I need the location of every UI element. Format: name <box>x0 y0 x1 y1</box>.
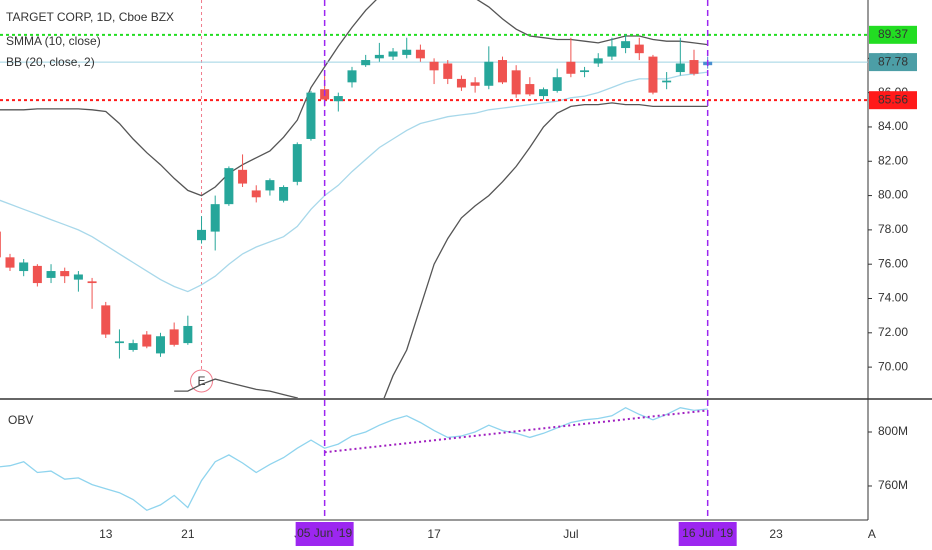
candle-body <box>429 61 439 71</box>
marker-label-box <box>678 522 737 546</box>
candle-body <box>552 77 562 91</box>
candle-body <box>183 325 193 344</box>
candle-body <box>566 61 576 74</box>
y-tick-label: 760M <box>878 478 908 492</box>
y-tick-label: 82.00 <box>878 153 908 167</box>
x-tick-label: 23 <box>769 527 783 541</box>
x-tick-label: A <box>868 527 876 541</box>
price-label: 87.78 <box>878 54 908 68</box>
candle-body <box>361 60 371 66</box>
y-tick-label: 800M <box>878 424 908 438</box>
indicator-label: BB (20, close, 2) <box>6 55 95 69</box>
axes: 70.00 72.00 74.00 76.00 78.00 80.00 82.00 84.00… <box>99 0 917 546</box>
y-tick-label: 84.00 <box>878 119 908 133</box>
candle-body <box>456 78 466 88</box>
candle-body <box>525 84 535 95</box>
pane-title: OBV <box>8 413 33 427</box>
candle-body <box>292 144 302 182</box>
candle-body <box>101 305 111 335</box>
candle-body <box>210 204 220 232</box>
candle-body <box>511 70 521 95</box>
candle-body <box>648 56 658 93</box>
price-pane: E <box>0 0 868 398</box>
candle-body <box>169 329 179 345</box>
candle-body <box>497 60 507 83</box>
x-tick-label: 21 <box>181 527 195 541</box>
candle-body <box>470 82 480 86</box>
x-tick-label: 17 <box>427 527 441 541</box>
candle-body <box>142 334 152 347</box>
candle-body <box>402 49 412 55</box>
candle-body <box>19 262 29 272</box>
candle-body <box>484 61 494 86</box>
candle-body <box>333 96 343 102</box>
y-tick-label: 78.00 <box>878 222 908 236</box>
candle-body <box>689 60 699 74</box>
candle-body <box>155 336 165 354</box>
candle-body <box>238 169 248 184</box>
price-label-box <box>869 91 917 110</box>
event-label: E <box>198 374 206 388</box>
candle-body <box>662 80 672 83</box>
candle-body <box>675 63 685 73</box>
x-tick-label: 13 <box>99 527 113 541</box>
candle-body <box>279 186 289 201</box>
indicator-line <box>174 102 708 398</box>
candle-body <box>265 180 275 191</box>
indicator-line <box>0 71 708 293</box>
marker-label: 05 Jun '19 <box>297 526 352 540</box>
trend-line <box>324 409 708 454</box>
obv-line <box>0 406 708 512</box>
candle-body <box>443 63 453 79</box>
candle-body <box>347 70 357 83</box>
candle-body <box>224 168 234 205</box>
candle-body <box>374 54 384 59</box>
candle-body <box>5 257 15 268</box>
x-tick-label: Jul <box>563 527 578 541</box>
y-tick-label: 76.00 <box>878 256 908 270</box>
indicator-label: SMMA (10, close) <box>6 34 101 48</box>
candle-body <box>539 89 549 97</box>
candle-body <box>197 229 207 241</box>
candle-body <box>415 49 425 59</box>
candle-body <box>73 274 83 280</box>
candle-body <box>0 231 1 258</box>
y-tick-label: 70.00 <box>878 359 908 373</box>
candle-body <box>32 265 42 284</box>
candle-body <box>46 271 56 278</box>
price-label-box <box>869 53 917 72</box>
candle-body <box>87 281 97 284</box>
candle-body <box>388 51 398 57</box>
chart-title: TARGET CORP, 1D, Cboe BZX <box>6 10 174 24</box>
indicator-line <box>0 0 708 197</box>
candle-body <box>621 41 631 49</box>
y-tick-label: 74.00 <box>878 291 908 305</box>
price-label: 85.56 <box>878 92 908 106</box>
candle-body <box>607 46 617 57</box>
y-tick-label: 80.00 <box>878 188 908 202</box>
price-label: 89.37 <box>878 27 908 41</box>
candle-body <box>60 271 70 277</box>
candle-body <box>634 44 644 54</box>
candle-body <box>306 92 316 139</box>
candle-body <box>593 58 603 64</box>
candle-body <box>580 70 590 73</box>
candle-body <box>251 190 261 198</box>
marker-label: 16 Jul '19 <box>682 526 733 540</box>
candle-body <box>128 343 138 350</box>
obv-pane <box>0 406 708 512</box>
price-label-box <box>869 25 917 44</box>
candle-body <box>114 341 124 344</box>
y-tick-label: 72.00 <box>878 325 908 339</box>
marker-label-box <box>295 522 354 546</box>
